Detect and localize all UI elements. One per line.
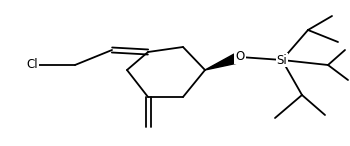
Polygon shape (205, 52, 242, 70)
Text: Cl: Cl (26, 59, 38, 72)
Text: O: O (235, 51, 245, 64)
Text: Si: Si (276, 53, 287, 66)
